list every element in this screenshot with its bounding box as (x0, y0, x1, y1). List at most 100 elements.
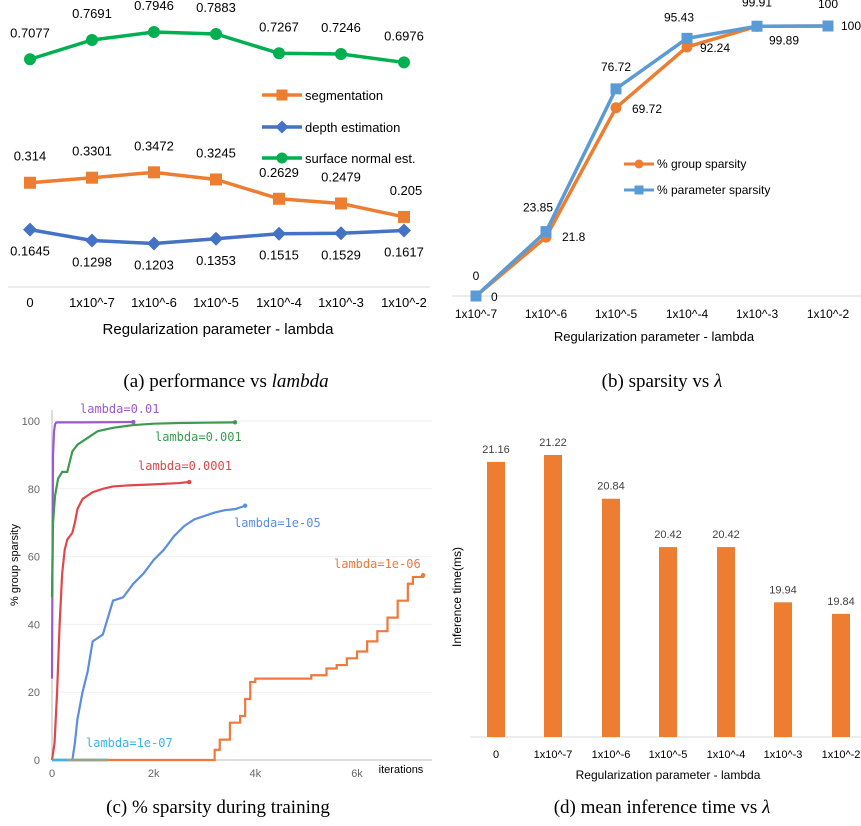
tick-label-c: 0 (49, 768, 55, 780)
legend-label-a: surface normal est. (305, 151, 416, 166)
data-label-b: 76.72 (601, 60, 631, 74)
data-label-b: 99.91 (742, 0, 772, 9)
data-label-d: 21.16 (482, 444, 510, 456)
data-point-a (273, 192, 285, 205)
data-point-a (273, 47, 285, 60)
series-end-point-c (232, 420, 238, 425)
caption-c: (c) % sparsity during training (106, 797, 330, 818)
data-label-a: 0.3301 (72, 144, 112, 159)
data-label-d: 20.42 (712, 529, 740, 541)
tick-label-a: 1x10^-5 (193, 295, 239, 310)
series-line-b (474, 24, 829, 298)
data-label-d: 19.84 (827, 596, 855, 608)
legend-marker-b (634, 185, 644, 195)
tick-label-d: 1x10^-4 (707, 749, 746, 761)
series-label-c: lambda=1e-05 (234, 516, 321, 530)
data-label-a: 0.7883 (196, 0, 236, 15)
x-axis-label-a: Regularization parameter - lambda (103, 321, 335, 338)
bar-d (602, 498, 620, 737)
tick-label-d: 1x10^-3 (764, 749, 803, 761)
x-axis-label-c: iterations (379, 764, 424, 776)
tick-label-c: 100 (22, 416, 40, 428)
tick-label-c: 40 (28, 619, 40, 631)
bar-d (487, 461, 505, 737)
data-label-d: 19.94 (769, 584, 797, 596)
legend-label-b: % parameter sparsity (657, 183, 770, 197)
bar-d (832, 613, 850, 737)
data-point-b (822, 20, 834, 32)
series-label-c: lambda=0.01 (80, 402, 159, 416)
data-label-a: 0.3472 (134, 138, 174, 153)
tick-label-d: 1x10^-5 (649, 749, 688, 761)
data-label-a: 0.1298 (72, 255, 112, 270)
tick-label-d: 1x10^-7 (534, 749, 573, 761)
series-line-b (474, 24, 829, 298)
data-label-a: 0.2629 (259, 165, 299, 180)
data-label-a: 0.7691 (72, 6, 112, 21)
tick-label-c: 0 (34, 755, 40, 767)
caption-d: (d) mean inference time vs λ (554, 797, 771, 818)
data-point-a (24, 53, 36, 66)
tick-label-a: 1x10^-3 (318, 295, 364, 310)
data-point-a (210, 27, 222, 40)
data-label-d: 20.84 (597, 481, 625, 493)
data-point-a (398, 56, 410, 69)
panel-a-performance-chart: 0 1x10^-7 1x10^-6 1x10^-5 1x10^-4 1x10^-3 1x10… (8, 0, 430, 338)
data-point-a (24, 176, 36, 189)
data-point-a (334, 226, 348, 241)
data-label-b: 0 (491, 290, 498, 304)
tick-label-a: 0 (26, 295, 33, 310)
data-label-d: 20.42 (654, 529, 682, 541)
data-point-a (86, 171, 98, 184)
series-end-point-c (131, 419, 136, 425)
tick-label-b: 1x10^-7 (455, 307, 498, 321)
data-point-a (397, 223, 411, 238)
data-label-d: 21.22 (539, 437, 567, 449)
data-point-a (23, 222, 37, 237)
tick-label-c: 6k (351, 768, 363, 780)
data-label-a: 0.7946 (134, 0, 174, 13)
data-point-b (610, 83, 622, 95)
data-label-a: 0.1617 (384, 245, 424, 260)
series-end-point-c (187, 479, 192, 485)
data-point-b (610, 102, 622, 114)
data-label-b: 69.72 (632, 102, 662, 116)
data-label-b: 99.89 (769, 33, 799, 47)
data-label-a: 0.1203 (134, 258, 174, 273)
caption-b: (b) sparsity vs λ (602, 371, 723, 392)
data-point-a (86, 33, 98, 46)
series-line-c (50, 421, 236, 598)
legend-marker-b (634, 159, 644, 169)
data-point-b (540, 226, 552, 238)
panel-d-inference-time-chart: 21.16 0 21.22 1x10^-7 20.84 1x10^-6 20.42 1x10^… (450, 437, 861, 782)
series-label-c: lambda=0.0001 (138, 459, 232, 473)
y-axis-label-d: Inference time(ms) (450, 547, 464, 647)
data-label-a: 0.2479 (321, 169, 361, 184)
data-label-b: 92.24 (700, 41, 730, 55)
data-label-a: 0.1353 (196, 253, 236, 268)
tick-label-b: 1x10^-5 (595, 307, 638, 321)
data-label-a: 0.3245 (196, 145, 236, 160)
tick-label-b: 1x10^-2 (807, 307, 850, 321)
legend-marker-a (275, 120, 289, 134)
tick-label-b: 1x10^-3 (736, 307, 779, 321)
data-label-b: 100 (818, 0, 838, 11)
tick-label-d: 0 (493, 749, 499, 761)
bar-d (717, 547, 735, 737)
tick-label-c: 20 (28, 687, 40, 699)
data-label-a: 0.1529 (321, 247, 361, 262)
data-point-b (470, 290, 482, 302)
tick-label-a: 1x10^-7 (69, 295, 115, 310)
series-end-point-c (420, 573, 426, 578)
data-label-a: 0.7246 (321, 20, 361, 35)
tick-label-d: 1x10^-2 (822, 749, 861, 761)
data-point-a (209, 231, 223, 246)
tick-label-b: 1x10^-6 (525, 307, 568, 321)
series-label-c: lambda=0.001 (155, 430, 242, 444)
data-label-a: 0.6976 (384, 28, 424, 43)
data-point-b (751, 20, 763, 32)
legend-marker-a (276, 152, 288, 164)
data-point-a (148, 166, 160, 179)
data-label-a: 0.205 (390, 183, 423, 198)
